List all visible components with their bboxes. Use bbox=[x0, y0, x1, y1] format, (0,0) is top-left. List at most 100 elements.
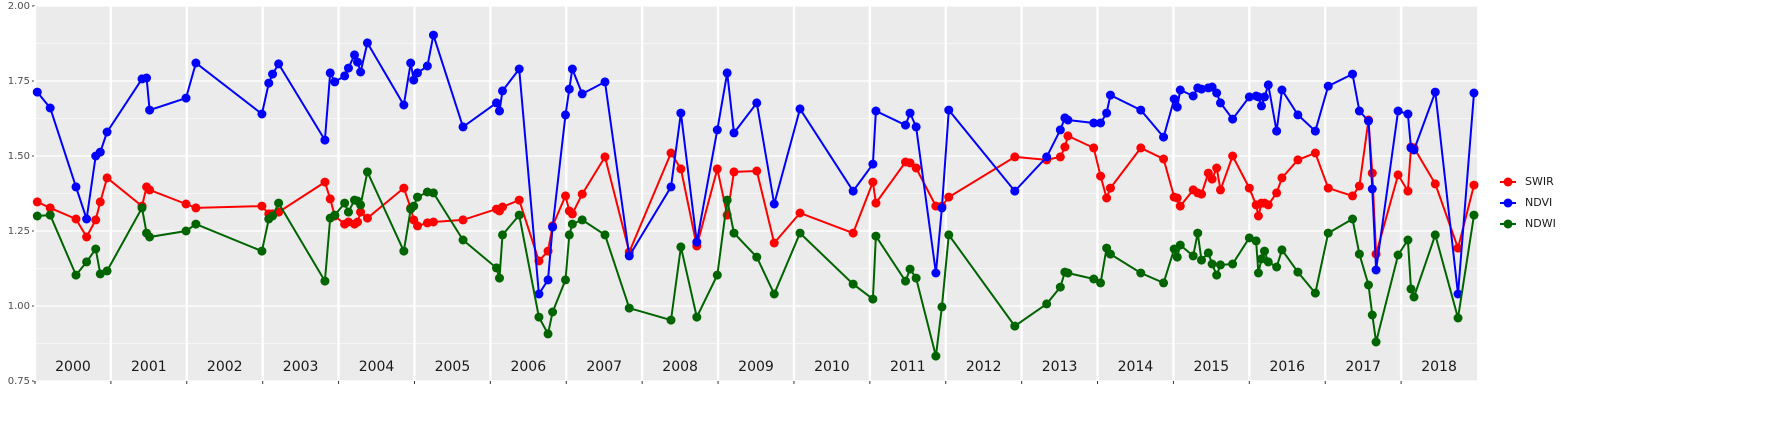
data-point bbox=[1430, 87, 1440, 97]
data-point bbox=[1453, 289, 1463, 299]
data-point bbox=[1105, 183, 1115, 193]
data-point bbox=[666, 182, 676, 192]
data-point bbox=[413, 192, 423, 202]
data-point bbox=[91, 244, 101, 254]
data-point bbox=[1393, 250, 1403, 260]
data-point bbox=[1367, 310, 1377, 320]
data-point bbox=[356, 207, 366, 217]
data-point bbox=[1096, 278, 1106, 288]
year-label: 2006 bbox=[510, 359, 546, 375]
data-point bbox=[1409, 145, 1419, 155]
data-point bbox=[181, 226, 191, 236]
data-point bbox=[422, 61, 432, 71]
data-point bbox=[931, 268, 941, 278]
data-point bbox=[1228, 259, 1238, 269]
data-point bbox=[1393, 106, 1403, 116]
y-tick-label: 0.75 bbox=[8, 376, 30, 387]
data-point bbox=[1055, 152, 1065, 162]
data-point bbox=[137, 203, 147, 213]
year-label: 2015 bbox=[1194, 359, 1230, 375]
data-point bbox=[268, 211, 278, 221]
data-point bbox=[729, 167, 739, 177]
legend-label: NDVI bbox=[1525, 196, 1552, 209]
data-point bbox=[1310, 288, 1320, 298]
year-label: 2018 bbox=[1421, 359, 1457, 375]
data-point bbox=[1403, 109, 1413, 119]
legend: SWIR NDVI NDWI bbox=[1500, 175, 1556, 230]
data-point bbox=[45, 103, 55, 113]
data-point bbox=[71, 270, 81, 280]
data-point bbox=[399, 100, 409, 110]
data-point bbox=[1172, 193, 1182, 203]
year-label: 2005 bbox=[435, 359, 471, 375]
data-point bbox=[548, 307, 558, 317]
data-point bbox=[1228, 114, 1238, 124]
data-point bbox=[1323, 81, 1333, 91]
data-point bbox=[624, 303, 634, 313]
data-point bbox=[567, 219, 577, 229]
data-point bbox=[1175, 85, 1185, 95]
year-label: 2009 bbox=[738, 359, 774, 375]
data-point bbox=[712, 164, 722, 174]
data-point bbox=[1348, 69, 1358, 79]
data-point bbox=[911, 273, 921, 283]
data-point bbox=[343, 207, 353, 217]
data-point bbox=[1197, 84, 1207, 94]
data-point bbox=[561, 191, 571, 201]
year-label: 2011 bbox=[890, 359, 926, 375]
data-point bbox=[498, 86, 508, 96]
data-point bbox=[45, 210, 55, 220]
data-point bbox=[692, 312, 702, 322]
data-point bbox=[1215, 260, 1225, 270]
data-point bbox=[145, 105, 155, 115]
y-tick-label: 1.00 bbox=[8, 301, 30, 312]
data-point bbox=[1063, 115, 1073, 125]
data-point bbox=[1089, 118, 1099, 128]
data-point bbox=[1251, 236, 1261, 246]
legend-key bbox=[1503, 177, 1513, 187]
data-point bbox=[944, 105, 954, 115]
data-point bbox=[752, 166, 762, 176]
data-point bbox=[362, 213, 372, 223]
data-point bbox=[848, 279, 858, 289]
data-point bbox=[399, 246, 409, 256]
data-point bbox=[868, 294, 878, 304]
data-point bbox=[1406, 284, 1416, 294]
data-point bbox=[102, 173, 112, 183]
data-point bbox=[1469, 180, 1479, 190]
data-point bbox=[102, 127, 112, 137]
data-point bbox=[95, 147, 105, 157]
data-point bbox=[413, 221, 423, 231]
data-point bbox=[692, 237, 702, 247]
legend-label: SWIR bbox=[1525, 175, 1554, 188]
data-point bbox=[795, 104, 805, 114]
data-point bbox=[868, 177, 878, 187]
data-point bbox=[1453, 243, 1463, 253]
data-point bbox=[666, 148, 676, 158]
data-point bbox=[514, 64, 524, 74]
data-point bbox=[1354, 181, 1364, 191]
data-point bbox=[257, 246, 267, 256]
data-point bbox=[320, 135, 330, 145]
data-point bbox=[1207, 259, 1217, 269]
data-point bbox=[1371, 337, 1381, 347]
year-label: 2017 bbox=[1345, 359, 1381, 375]
data-point bbox=[320, 276, 330, 286]
data-point bbox=[905, 264, 915, 274]
data-point bbox=[257, 109, 267, 119]
year-label: 2012 bbox=[966, 359, 1002, 375]
data-point bbox=[1215, 185, 1225, 195]
data-point bbox=[45, 203, 55, 213]
year-label: 2007 bbox=[586, 359, 622, 375]
data-point bbox=[795, 228, 805, 238]
data-point bbox=[752, 98, 762, 108]
data-point bbox=[1403, 235, 1413, 245]
legend-label: NDWI bbox=[1525, 217, 1556, 230]
data-point bbox=[142, 73, 152, 83]
data-point bbox=[1060, 142, 1070, 152]
data-point bbox=[1063, 268, 1073, 278]
data-point bbox=[1089, 274, 1099, 284]
data-point bbox=[353, 217, 363, 227]
data-point bbox=[145, 185, 155, 195]
data-point bbox=[264, 78, 274, 88]
